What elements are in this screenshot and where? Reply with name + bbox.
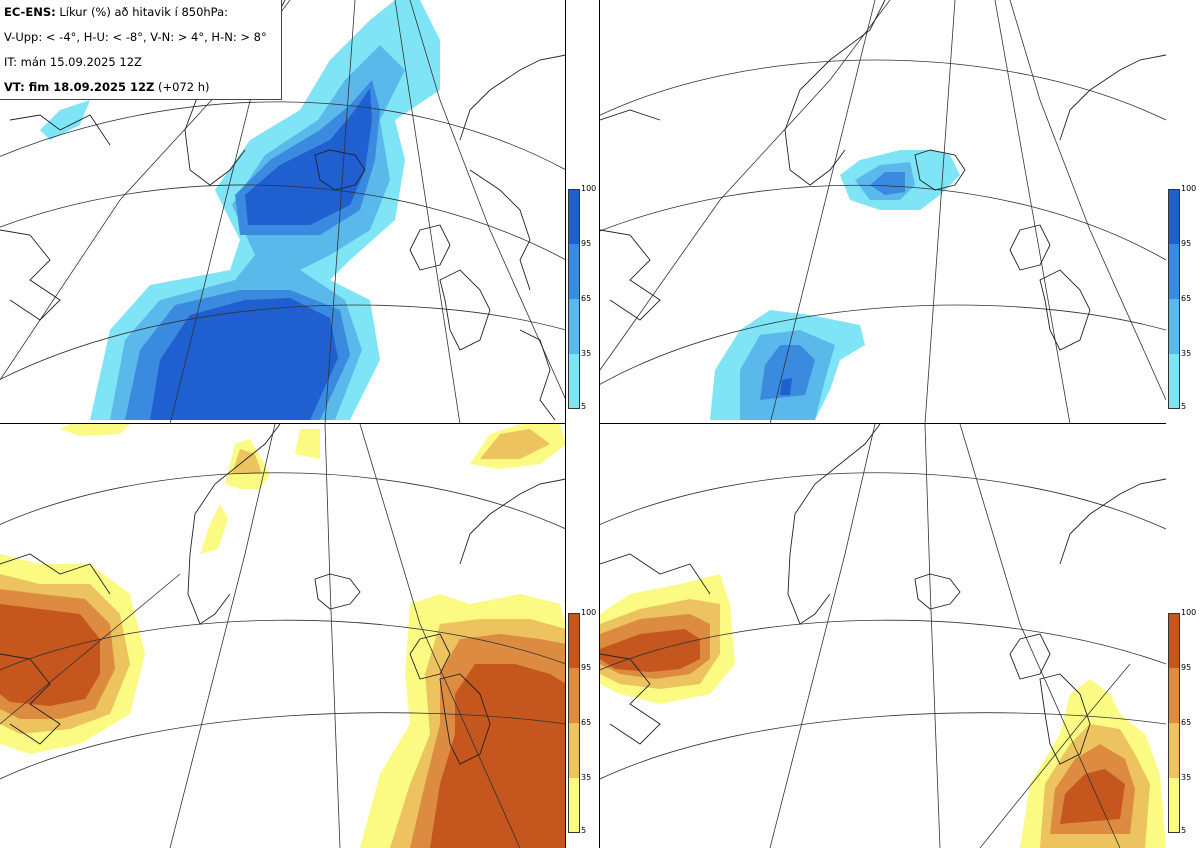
coastlines — [600, 424, 1166, 765]
legend-bar — [1168, 189, 1180, 409]
title: Líkur (%) að hitavik í 850hPa: — [59, 5, 229, 19]
probability-field — [600, 574, 1166, 848]
legend-tick: 100 — [1181, 184, 1197, 193]
legend-band — [1169, 778, 1179, 832]
legend-tick: 65 — [1181, 718, 1192, 727]
legend-tick: 5 — [581, 826, 587, 835]
probability-field — [0, 424, 566, 848]
legend-warm-right: 100 95 65 35 5 — [1168, 609, 1198, 835]
legend-band — [569, 354, 579, 408]
legend-tick: 35 — [581, 773, 592, 782]
legend-band — [569, 244, 579, 299]
legend-warm-left: 100 95 65 35 5 — [568, 609, 598, 835]
graticule — [600, 424, 1166, 848]
map-panel-warm+4 — [0, 424, 566, 848]
map-panel-cold-8 — [600, 0, 1166, 424]
title-line: EC-ENS: Líkur (%) að hitavik í 850hPa: — [4, 5, 228, 19]
legend-tick: 35 — [1181, 773, 1192, 782]
probability-field — [40, 0, 440, 420]
graticule — [600, 0, 1166, 424]
row-separator — [600, 423, 1166, 424]
legend-band — [569, 668, 579, 723]
probability-field — [710, 150, 960, 420]
panel-border — [0, 423, 566, 424]
map-panel-cold-4: EC-ENS: Líkur (%) að hitavik í 850hPa: V… — [0, 0, 566, 424]
map-canvas — [600, 424, 1166, 848]
legend-tick: 95 — [1181, 663, 1192, 672]
legend-tick: 5 — [1181, 402, 1187, 411]
legend-tick: 100 — [1181, 608, 1197, 617]
legend-band — [569, 723, 579, 778]
legend-tick: 95 — [581, 239, 592, 248]
map-canvas — [600, 0, 1166, 424]
map-canvas — [0, 0, 566, 424]
legend-band — [569, 778, 579, 832]
legend-cold-right: 100 95 65 35 5 — [1168, 185, 1198, 411]
legend-tick: 65 — [1181, 294, 1192, 303]
legend-band — [1169, 244, 1179, 299]
info-box: EC-ENS: Líkur (%) að hitavik í 850hPa: V… — [0, 0, 282, 100]
legend-band — [569, 614, 579, 668]
legend-bar — [568, 189, 580, 409]
legend-tick: 65 — [581, 294, 592, 303]
legend-bar — [568, 613, 580, 833]
legend-tick: 5 — [581, 402, 587, 411]
panel-border — [565, 0, 566, 424]
legend-tick: 100 — [581, 608, 597, 617]
legend-tick: 95 — [581, 663, 592, 672]
legend-tick: 65 — [581, 718, 592, 727]
legend-tick: 5 — [1181, 826, 1187, 835]
panel-border — [565, 424, 566, 848]
valid-time: VT: fim 18.09.2025 12Z — [4, 80, 155, 94]
legend-cold-left: 100 95 65 35 5 — [568, 185, 598, 411]
thresholds-line: V-Upp: < -4°, H-U: < -8°, V-N: > 4°, H-N… — [4, 30, 267, 44]
legend-tick: 35 — [581, 349, 592, 358]
model-label: EC-ENS: — [4, 5, 56, 19]
legend-tick: 100 — [581, 184, 597, 193]
legend-band — [1169, 354, 1179, 408]
legend-bar — [1168, 613, 1180, 833]
map-canvas — [0, 424, 566, 848]
initial-time: IT: mán 15.09.2025 12Z — [4, 55, 142, 69]
legend-tick: 95 — [1181, 239, 1192, 248]
map-panel-warm+8 — [600, 424, 1166, 848]
coastlines — [0, 424, 566, 765]
valid-time-offset: (+072 h) — [157, 80, 210, 94]
legend-band — [1169, 190, 1179, 244]
legend-band — [1169, 668, 1179, 723]
legend-band — [1169, 614, 1179, 668]
column-separator — [599, 0, 600, 848]
coastlines — [600, 0, 1166, 351]
valid-time-line: VT: fim 18.09.2025 12Z (+072 h) — [4, 80, 210, 94]
legend-band — [1169, 723, 1179, 778]
legend-band — [569, 299, 579, 354]
legend-band — [569, 190, 579, 244]
legend-tick: 35 — [1181, 349, 1192, 358]
legend-band — [1169, 299, 1179, 354]
graticule — [0, 424, 566, 848]
